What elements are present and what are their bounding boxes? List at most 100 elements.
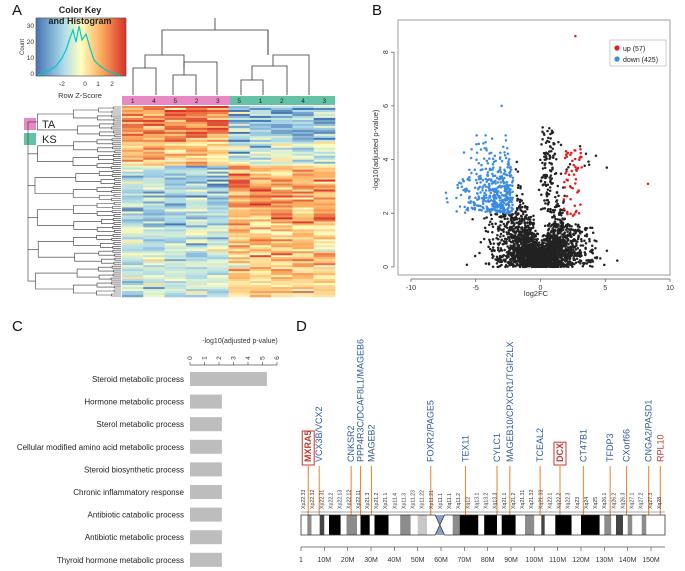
volcano-point-ns (539, 180, 543, 183)
heatmap-cell (292, 195, 314, 198)
volcano-point-ns (500, 249, 504, 252)
volcano-point-down (499, 204, 502, 208)
volcano-point-ns (567, 261, 570, 264)
heatmap-cell (249, 106, 272, 109)
heatmap-cell (185, 251, 208, 254)
volcano-point-down (489, 198, 493, 202)
volcano-x-tick-label: -10 (406, 285, 416, 292)
volcano-point-down (477, 161, 481, 165)
volcano-point-ns (520, 221, 523, 224)
legend-label-ks: KS (42, 134, 57, 146)
count-tick: 30 (27, 23, 35, 30)
heatmap-cell (249, 139, 272, 143)
volcano-point-down (445, 197, 448, 200)
volcano-point-ns (550, 255, 554, 259)
heatmap-cell (313, 203, 336, 206)
legend-swatch-ta (24, 118, 36, 130)
volcano-point-ns (593, 256, 597, 259)
volcano-point-ns (558, 210, 562, 214)
enrichment-tick-label: 5 (260, 356, 267, 360)
heatmap-cell (143, 295, 165, 298)
heatmap-cell (164, 265, 187, 268)
volcano-point-down (444, 191, 448, 194)
heatmap-cell (185, 125, 208, 129)
gene-labels: MXRA5 VCX3B/VCX2 CNKSR2 PPP4R3C/DCAF8L1/MAG… (301, 339, 665, 535)
volcano-point-down (507, 200, 511, 204)
heatmap-cell (292, 153, 314, 157)
volcano-point-ns (506, 245, 509, 248)
heatmap-cell (313, 261, 336, 264)
volcano-point-up (573, 149, 576, 152)
volcano-point-down (504, 156, 508, 160)
heatmap-cell (185, 269, 208, 272)
volcano-point-ns (577, 254, 581, 257)
heatmap-cell (207, 185, 229, 188)
volcano-y-tick-label: 2 (383, 211, 390, 215)
volcano-point-ns (546, 139, 549, 143)
volcano-point-down (476, 187, 480, 191)
heatmap-cell (228, 281, 251, 284)
volcano-point-down (491, 162, 495, 166)
enrichment-category-label: Hormone metabolic process (84, 398, 184, 407)
volcano-point-up (576, 166, 580, 170)
heatmap-cell (292, 163, 314, 166)
heatmap-cell (164, 117, 187, 121)
volcano-point-ns (545, 252, 548, 256)
heatmap-cell (143, 267, 165, 270)
volcano-point-ns (506, 217, 509, 221)
volcano-point-ns (590, 258, 594, 262)
heatmap-cell (271, 227, 293, 230)
heatmap-cell (164, 237, 187, 240)
panel-letter-a: A (12, 2, 23, 19)
heatmap-cell (228, 109, 251, 113)
heatmap-cell (143, 159, 165, 163)
volcano-point-ns (541, 255, 544, 259)
heatmap-cell (228, 171, 251, 174)
volcano-point-ns (574, 261, 578, 264)
volcano-point-ns (557, 204, 561, 208)
heatmap-cell (292, 269, 314, 272)
heatmap-cell (249, 281, 272, 284)
heatmap-cell (228, 243, 251, 246)
heatmap-cell (249, 291, 272, 294)
band-label: Xp11.23 (411, 490, 417, 509)
band-label: Xq27.3 (648, 492, 654, 509)
heatmap-cell (164, 235, 187, 238)
volcano-point-ns (583, 239, 586, 242)
heatmap-cell (271, 221, 293, 224)
volcano-point-up (568, 184, 572, 188)
volcano-point-ns (490, 253, 494, 256)
heatmap-cell (207, 159, 229, 163)
heatmap-cell (143, 131, 165, 135)
heatmap-cell (207, 209, 229, 212)
heatmap-cell (249, 177, 272, 180)
volcano-point-ns (508, 236, 511, 240)
chromosome-band (616, 515, 623, 535)
volcano-point-down (510, 181, 514, 184)
volcano-point-up (571, 214, 575, 217)
heatmap-cell (271, 169, 293, 172)
volcano-point-down (460, 185, 464, 189)
heatmap-cell (122, 277, 144, 280)
heatmap-cell (143, 277, 165, 280)
heatmap-cell (122, 125, 144, 129)
volcano-point-down (492, 166, 495, 169)
heatmap-cell (271, 205, 293, 208)
band-label: Xp21.2 (374, 492, 380, 509)
heatmap-cell (164, 169, 187, 172)
volcano-point-ns (514, 258, 517, 262)
heatmap-cell (143, 187, 165, 190)
volcano-point-down (479, 177, 483, 180)
volcano-point-ns (517, 220, 521, 224)
heatmap-cell (249, 235, 272, 238)
heatmap-cell (271, 147, 293, 151)
volcano-point-down (484, 210, 487, 213)
heatmap-cell (271, 211, 293, 214)
heatmap-cell (271, 203, 293, 206)
heatmap-cell (122, 293, 144, 296)
heatmap-cell (271, 153, 293, 157)
heatmap-cell (143, 197, 165, 200)
heatmap-cell (122, 233, 144, 236)
band-label: Xp22.33 (301, 490, 307, 509)
heatmap-cell (271, 113, 293, 117)
